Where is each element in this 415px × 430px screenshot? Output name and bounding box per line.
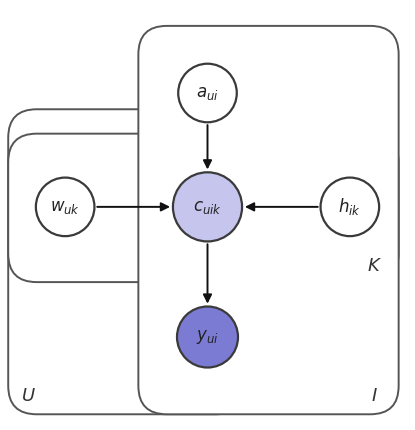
Circle shape bbox=[173, 172, 242, 241]
Circle shape bbox=[320, 178, 379, 236]
Text: $h_{ik}$: $h_{ik}$ bbox=[338, 197, 361, 218]
Text: $a_{ui}$: $a_{ui}$ bbox=[196, 84, 219, 102]
FancyBboxPatch shape bbox=[138, 26, 399, 414]
Circle shape bbox=[177, 307, 238, 368]
Text: $w_{uk}$: $w_{uk}$ bbox=[50, 198, 80, 216]
Text: $y_{ui}$: $y_{ui}$ bbox=[196, 328, 219, 346]
Text: $K$: $K$ bbox=[367, 257, 382, 275]
Text: $c_{uik}$: $c_{uik}$ bbox=[193, 198, 222, 216]
Text: $U$: $U$ bbox=[21, 387, 36, 405]
FancyBboxPatch shape bbox=[8, 109, 244, 414]
FancyBboxPatch shape bbox=[8, 134, 399, 282]
Circle shape bbox=[178, 64, 237, 122]
Text: $I$: $I$ bbox=[371, 387, 378, 405]
Circle shape bbox=[36, 178, 95, 236]
